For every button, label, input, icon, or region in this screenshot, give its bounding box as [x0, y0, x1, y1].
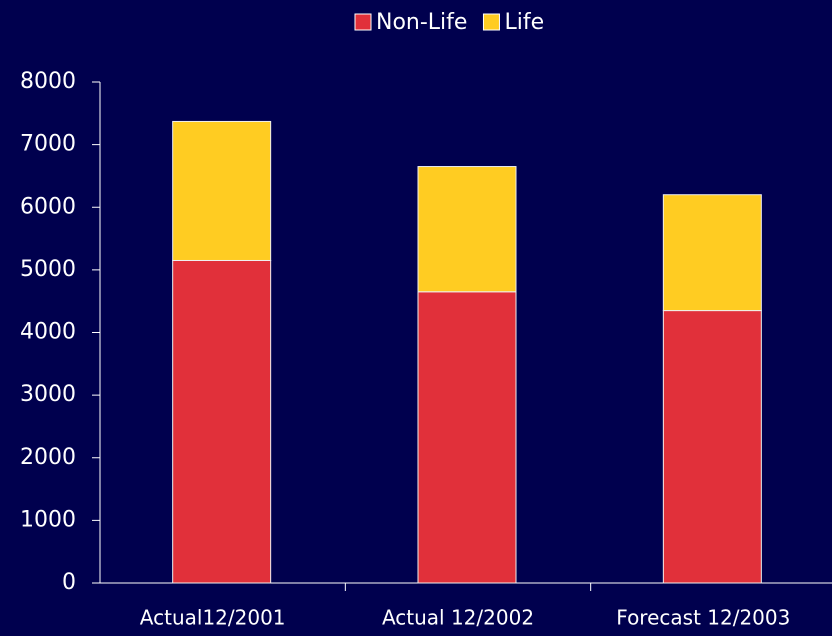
- y-tick-label: 6000: [20, 194, 76, 219]
- y-tick-label: 7000: [20, 132, 76, 157]
- legend-swatch: [482, 13, 500, 31]
- y-tick-label: 4000: [20, 320, 76, 345]
- y-tick-label: 3000: [20, 382, 76, 407]
- bar-segment: [417, 291, 517, 584]
- legend-swatch: [354, 13, 372, 31]
- x-tick-label: Actual12/2001: [140, 606, 286, 630]
- y-tick-label: 5000: [20, 257, 76, 282]
- bar-segment: [662, 194, 762, 312]
- legend-label: Non-Life: [376, 10, 467, 35]
- bar-segment: [417, 166, 517, 293]
- bar-segment: [662, 310, 762, 584]
- y-tick-label: 8000: [20, 69, 76, 94]
- x-tick-label: Actual 12/2002: [382, 606, 534, 630]
- bar-segment: [172, 120, 272, 261]
- x-tick-label: Forecast 12/2003: [616, 606, 790, 630]
- bar-segment: [172, 259, 272, 584]
- y-tick-label: 0: [62, 570, 76, 595]
- y-tick-label: 1000: [20, 507, 76, 532]
- legend-label: Life: [504, 10, 544, 35]
- y-tick-label: 2000: [20, 445, 76, 470]
